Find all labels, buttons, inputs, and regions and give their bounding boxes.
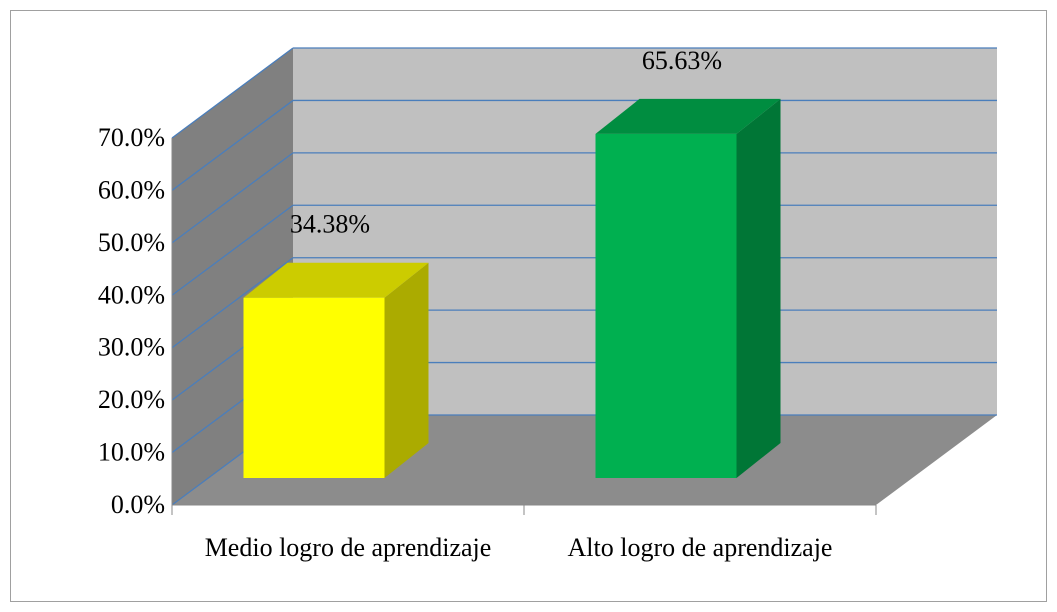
bar-top bbox=[595, 98, 781, 134]
grid-line bbox=[171, 152, 294, 244]
y-tick-label: 30.0% bbox=[98, 333, 165, 362]
grid-line bbox=[171, 47, 294, 139]
bar-side bbox=[736, 98, 781, 478]
x-tick-label: Alto logro de aprendizaje bbox=[568, 533, 833, 562]
y-tick-label: 10.0% bbox=[98, 438, 165, 467]
bar-side bbox=[384, 262, 429, 478]
bar-top bbox=[243, 262, 429, 298]
y-tick-label: 20.0% bbox=[98, 385, 165, 414]
data-label: 65.63% bbox=[642, 46, 722, 75]
grid-line bbox=[171, 99, 294, 191]
data-label: 34.38% bbox=[290, 210, 370, 239]
y-tick-label: 0.0% bbox=[111, 490, 165, 519]
y-tick-label: 60.0% bbox=[98, 175, 165, 204]
y-tick-label: 70.0% bbox=[98, 123, 165, 152]
grid-line bbox=[171, 257, 294, 349]
grid-line bbox=[171, 204, 294, 296]
y-tick-label: 50.0% bbox=[98, 228, 165, 257]
bar bbox=[243, 297, 385, 478]
y-tick-label: 40.0% bbox=[98, 280, 165, 309]
bar bbox=[595, 133, 737, 478]
x-tick-label: Medio logro de aprendizaje bbox=[205, 533, 492, 562]
